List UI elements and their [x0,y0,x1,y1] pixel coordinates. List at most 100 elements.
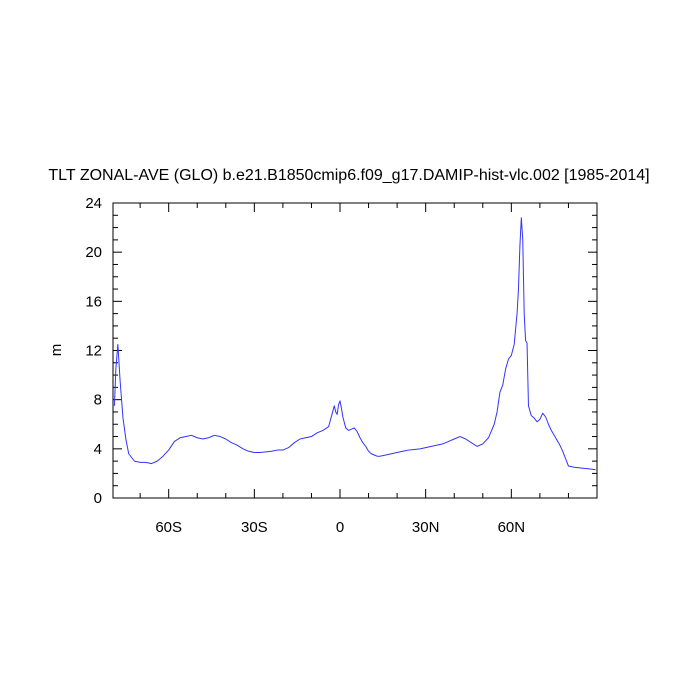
data-point [214,435,215,436]
data-point [365,446,366,447]
data-point [436,445,437,446]
data-point [359,437,360,438]
data-point [265,451,266,452]
data-point [328,426,329,427]
data-point [125,438,126,439]
data-point [335,411,336,412]
data-point [374,454,375,455]
data-point [518,288,519,289]
data-point [345,427,346,428]
x-tick-label: 30S [241,519,268,536]
data-point [554,435,555,436]
y-tick-label: 4 [94,441,102,458]
data-point [536,421,537,422]
data-point [117,344,118,345]
data-point [508,359,509,360]
data-point [482,443,483,444]
data-point [414,449,415,450]
chart-title: TLT ZONAL-AVE (GLO) b.e21.B1850cmip6.f09… [48,167,649,184]
data-point [391,453,392,454]
data-point [539,419,540,420]
data-point [219,436,220,437]
data-point [114,405,115,406]
data-point [317,432,318,433]
data-point [225,438,226,439]
data-point [511,355,512,356]
y-tick-label: 12 [85,343,102,360]
data-point [368,451,369,452]
x-tick-label: 0 [336,519,344,536]
y-axis-label: m [48,344,65,357]
data-point [180,437,181,438]
data-point [208,437,209,438]
data-point [157,461,158,462]
data-point [459,436,460,437]
data-point [488,437,489,438]
data-point [197,437,198,438]
data-point [545,416,546,417]
x-tick-label: 30N [412,519,440,536]
data-point [556,440,557,441]
data-point [254,452,255,453]
data-point [505,368,506,369]
data-point [534,418,535,419]
data-point [282,449,283,450]
data-point [385,454,386,455]
data-point [145,462,146,463]
data-point [525,340,526,341]
y-tick-label: 8 [94,392,102,409]
data-point [442,443,443,444]
plot-frame [112,202,598,499]
data-point [454,438,455,439]
data-point [514,344,515,345]
data-point [502,384,503,385]
data-point [288,447,289,448]
data-point [419,448,420,449]
data-point [595,469,596,470]
data-point [408,449,409,450]
data-point [134,461,135,462]
data-point [120,381,121,382]
tick-marks [113,202,597,499]
data-point [377,456,378,457]
data-point [476,446,477,447]
data-point [568,465,569,466]
data-point [431,446,432,447]
data-point [574,467,575,468]
data-point [519,245,520,246]
data-point [339,400,340,401]
data-point [231,442,232,443]
data-point [322,430,323,431]
tick-labels: 0 4 8 12 16 20 24 60S 30S 0 30N 60N [85,195,525,536]
data-point [562,451,563,452]
data-point [402,451,403,452]
data-point [174,441,175,442]
y-tick-label: 24 [85,195,102,212]
data-point [371,453,372,454]
x-tick-label: 60S [155,519,182,536]
data-point [521,217,522,218]
data-point [185,436,186,437]
data-point [524,313,525,314]
data-point [342,416,343,417]
data-point [277,449,278,450]
data-point [542,413,543,414]
data-point [357,431,358,432]
data-point [351,429,352,430]
data-point [362,442,363,443]
data-point [425,447,426,448]
data-point [311,436,312,437]
data-point [397,452,398,453]
data-point [591,469,592,470]
data-point [559,445,560,446]
data-point [337,414,338,415]
data-point [494,424,495,425]
y-tick-label: 20 [85,244,102,261]
data-point [348,430,349,431]
y-tick-label: 16 [85,293,102,310]
data-point [496,411,497,412]
data-point [242,448,243,449]
data-point [248,451,249,452]
x-tick-label: 60N [498,519,526,536]
